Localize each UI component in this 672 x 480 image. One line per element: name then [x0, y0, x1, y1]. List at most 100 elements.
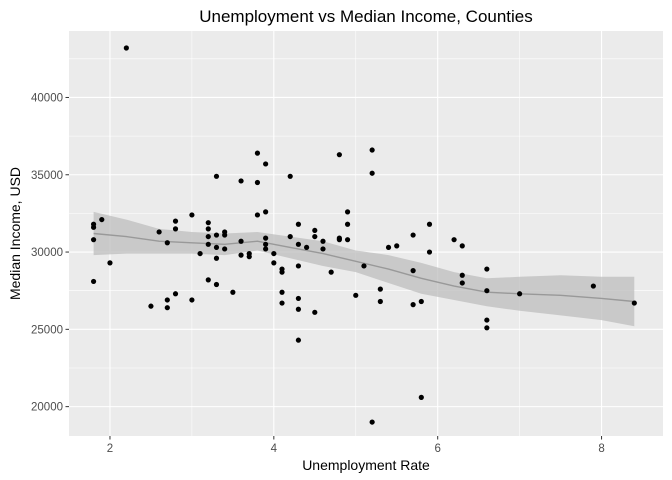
- x-tick-label: 4: [271, 443, 278, 455]
- data-point: [197, 250, 203, 257]
- data-point: [451, 237, 457, 243]
- data-point: [336, 235, 342, 241]
- data-point: [320, 238, 326, 244]
- x-tick-label: 2: [107, 443, 113, 455]
- data-point: [287, 233, 293, 240]
- data-point: [279, 269, 285, 275]
- data-point: [418, 298, 424, 305]
- data-point: [484, 266, 490, 272]
- data-point: [189, 297, 195, 303]
- data-point: [295, 306, 302, 312]
- data-point: [213, 281, 220, 288]
- data-point: [213, 173, 220, 179]
- data-point: [328, 269, 334, 275]
- data-point: [156, 229, 162, 235]
- data-point: [164, 240, 170, 246]
- data-point: [238, 252, 244, 258]
- y-tick-label: 35000: [31, 170, 63, 182]
- data-point: [394, 243, 400, 249]
- data-point: [484, 317, 490, 323]
- x-axis-title: Unemployment Rate: [302, 457, 430, 473]
- data-point: [263, 209, 269, 215]
- data-point: [336, 152, 342, 158]
- data-point: [271, 260, 277, 266]
- data-point: [295, 263, 302, 269]
- data-point: [410, 302, 416, 308]
- data-point: [484, 325, 490, 331]
- data-point: [369, 147, 375, 153]
- data-point: [590, 283, 596, 289]
- x-tick-label: 8: [598, 443, 604, 455]
- data-point: [344, 221, 351, 227]
- data-point: [459, 280, 465, 286]
- x-axis-ticks: 2 4 6 8: [107, 436, 605, 455]
- data-point: [246, 254, 252, 260]
- data-point: [312, 233, 318, 240]
- data-point: [459, 272, 465, 278]
- data-point: [484, 288, 490, 294]
- data-point: [90, 278, 97, 285]
- y-axis-ticks: 20000 25000 30000 35000 40000: [31, 92, 69, 414]
- data-point: [148, 303, 154, 309]
- data-point: [271, 250, 277, 257]
- data-point: [320, 246, 326, 252]
- data-point: [304, 244, 310, 251]
- data-point: [287, 173, 293, 179]
- data-point: [279, 300, 285, 306]
- data-point: [263, 161, 269, 167]
- y-tick-label: 25000: [31, 324, 63, 336]
- data-point: [222, 246, 228, 252]
- data-point: [377, 286, 383, 292]
- data-point: [312, 309, 318, 315]
- data-point: [254, 179, 261, 186]
- data-point: [377, 298, 383, 305]
- data-point: [107, 260, 113, 266]
- data-point: [99, 216, 105, 223]
- data-point: [631, 300, 637, 306]
- data-point: [164, 305, 170, 311]
- data-point: [238, 238, 244, 244]
- y-tick-label: 40000: [31, 92, 63, 104]
- data-point: [385, 244, 392, 251]
- data-point: [189, 212, 195, 218]
- data-point: [123, 45, 129, 51]
- data-point: [172, 226, 179, 232]
- data-point: [205, 277, 211, 283]
- data-point: [238, 178, 244, 184]
- data-point: [344, 209, 351, 215]
- data-point: [254, 150, 261, 156]
- data-point: [263, 246, 269, 252]
- data-point: [263, 241, 269, 247]
- data-point: [361, 263, 367, 269]
- y-tick-label: 30000: [31, 247, 63, 259]
- data-point: [172, 218, 179, 224]
- data-point: [254, 212, 261, 218]
- data-point: [295, 295, 302, 302]
- data-point: [205, 233, 211, 240]
- data-point: [222, 232, 228, 238]
- data-point: [426, 249, 433, 255]
- data-point: [517, 291, 523, 297]
- data-point: [344, 237, 351, 243]
- data-point: [279, 289, 285, 295]
- x-tick-label: 6: [434, 443, 440, 455]
- data-point: [213, 244, 220, 251]
- data-point: [410, 232, 416, 238]
- data-point: [230, 289, 236, 295]
- data-point: [410, 267, 416, 274]
- y-axis-title: Median Income, USD: [7, 167, 23, 300]
- data-point: [213, 255, 220, 261]
- data-point: [205, 226, 211, 232]
- data-point: [369, 419, 375, 425]
- data-point: [295, 241, 302, 247]
- chart-title: Unemployment vs Median Income, Counties: [199, 7, 533, 26]
- data-point: [369, 170, 375, 176]
- data-point: [353, 292, 359, 298]
- data-point: [418, 394, 424, 400]
- data-point: [90, 221, 97, 227]
- minor-gridlines: [69, 31, 663, 436]
- data-point: [295, 221, 302, 227]
- data-point: [213, 232, 220, 238]
- data-point: [172, 291, 179, 297]
